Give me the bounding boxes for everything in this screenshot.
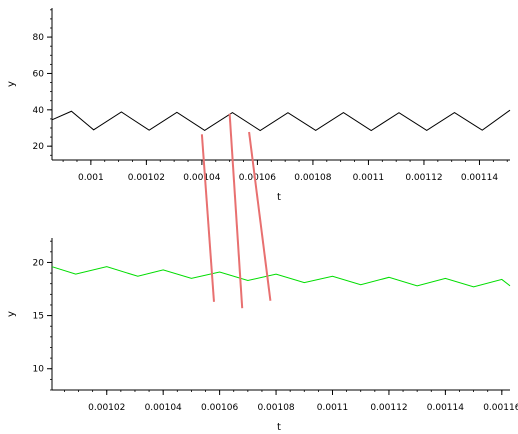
y-tick-label: 15 [33, 312, 44, 322]
x-tick-label: 0.00102 [88, 403, 125, 413]
y-axis-title: y [6, 311, 17, 317]
x-tick-label: 0.00114 [427, 403, 464, 413]
connector-line-2 [228, 113, 244, 309]
x-tick-label: 0.00106 [201, 403, 238, 413]
chart-1: 20 40 60 80 0.001 0.00102 0.00104 0.00106 0.0010… [6, 8, 511, 203]
series-line-1 [51, 109, 511, 132]
x-axis-title: t [277, 192, 281, 203]
x-tick-label: 0.0011 [317, 403, 349, 413]
x-tick-label: 0.00106 [239, 173, 276, 183]
y-tick-label: 20 [33, 258, 45, 268]
x-tick-label: 0.00116 [483, 403, 518, 413]
x-tick-label: 0.00108 [294, 173, 331, 183]
connector-line-1 [200, 134, 215, 302]
x-tick-label: 0.00112 [370, 403, 407, 413]
x-tick-label: 0.00108 [257, 403, 294, 413]
y-tick-label: 60 [33, 69, 45, 79]
x-tick-label: 0.00102 [128, 173, 165, 183]
connector-line-3 [248, 131, 272, 301]
x-tick-label: 0.0011 [353, 173, 385, 183]
x-tick-label: 0.001 [78, 173, 104, 183]
x-axis-title: t [277, 422, 281, 433]
y-tick-label: 10 [33, 365, 45, 375]
series-line-1 [51, 266, 511, 288]
x-tick-label: 0.00104 [145, 403, 182, 413]
y-tick-label: 80 [33, 33, 45, 43]
chart-2: 10 15 20 0.00102 0.00104 0.00106 0.00108 0.0011… [6, 238, 518, 433]
x-tick-label: 0.00104 [183, 173, 220, 183]
y-tick-label: 40 [33, 106, 45, 116]
y-tick-label: 20 [33, 142, 45, 152]
x-tick-label: 0.00114 [461, 173, 498, 183]
y-axis-title: y [6, 81, 17, 87]
x-tick-label: 0.00112 [405, 173, 442, 183]
